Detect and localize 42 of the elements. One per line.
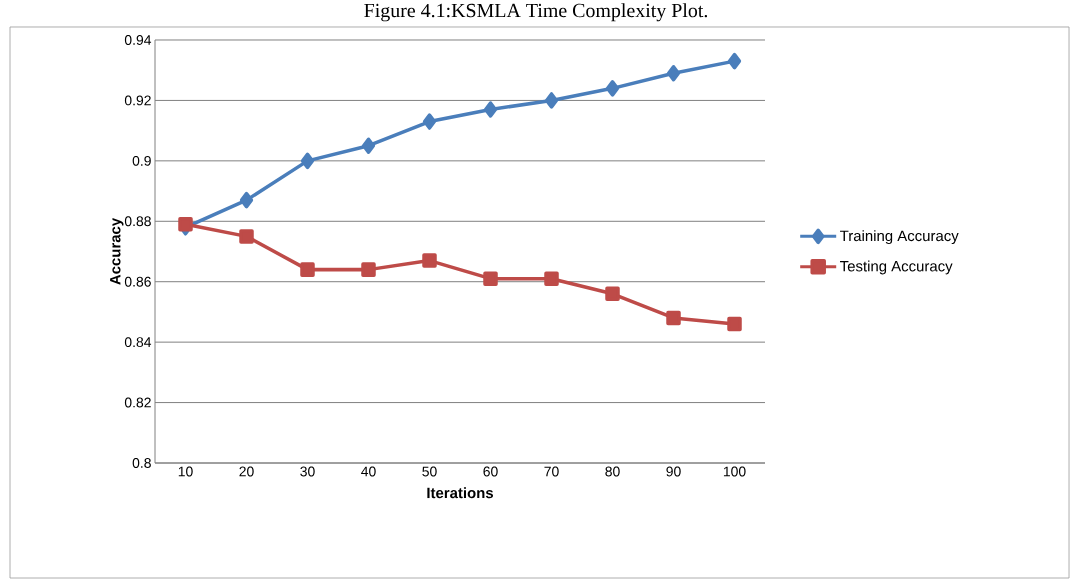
point bbox=[422, 253, 437, 268]
y-tick-label: 0.84 bbox=[124, 337, 152, 348]
point bbox=[361, 137, 376, 154]
x-tick-label: 30 bbox=[300, 466, 315, 477]
legend-label: Training Accuracy bbox=[840, 230, 959, 245]
x-tick-label: 60 bbox=[483, 466, 498, 477]
y-tick-label: 0.88 bbox=[124, 216, 151, 227]
y-tick-label: 0.86 bbox=[124, 276, 151, 287]
point bbox=[544, 271, 559, 286]
x-axis-title: Iterations bbox=[427, 487, 494, 499]
y-tick-label: 0.92 bbox=[124, 95, 151, 106]
x-tick-label: 20 bbox=[239, 466, 254, 477]
point bbox=[666, 64, 681, 82]
point bbox=[361, 262, 376, 277]
x-tick-label: 90 bbox=[666, 466, 681, 477]
point bbox=[605, 80, 620, 97]
chart-title: Figure 4.1:KSMLA Time Complexity Plot. bbox=[364, 3, 708, 22]
point bbox=[239, 191, 254, 209]
x-tick-label: 40 bbox=[361, 466, 376, 477]
point bbox=[239, 229, 254, 244]
point bbox=[727, 52, 742, 70]
y-axis-title: Accuracy bbox=[110, 217, 124, 285]
x-tick-label: 50 bbox=[422, 466, 437, 477]
x-tick-label: 10 bbox=[178, 466, 193, 477]
point bbox=[666, 310, 681, 326]
point bbox=[544, 92, 559, 109]
x-tick-label: 70 bbox=[544, 466, 559, 477]
y-tick-label: 0.82 bbox=[124, 397, 151, 408]
point bbox=[605, 286, 620, 302]
legend-label: Testing Accuracy bbox=[840, 260, 953, 275]
x-tick-label: 100 bbox=[723, 466, 746, 477]
point bbox=[483, 101, 498, 118]
point bbox=[422, 113, 437, 130]
point bbox=[178, 217, 193, 232]
y-tick-label: 0.8 bbox=[132, 458, 151, 468]
y-tick-label: 0.9 bbox=[132, 155, 151, 166]
point bbox=[727, 316, 742, 332]
point bbox=[483, 271, 498, 286]
point bbox=[300, 262, 315, 277]
x-tick-label: 80 bbox=[605, 466, 620, 477]
y-tick-label: 0.94 bbox=[124, 35, 152, 45]
point bbox=[300, 152, 315, 170]
